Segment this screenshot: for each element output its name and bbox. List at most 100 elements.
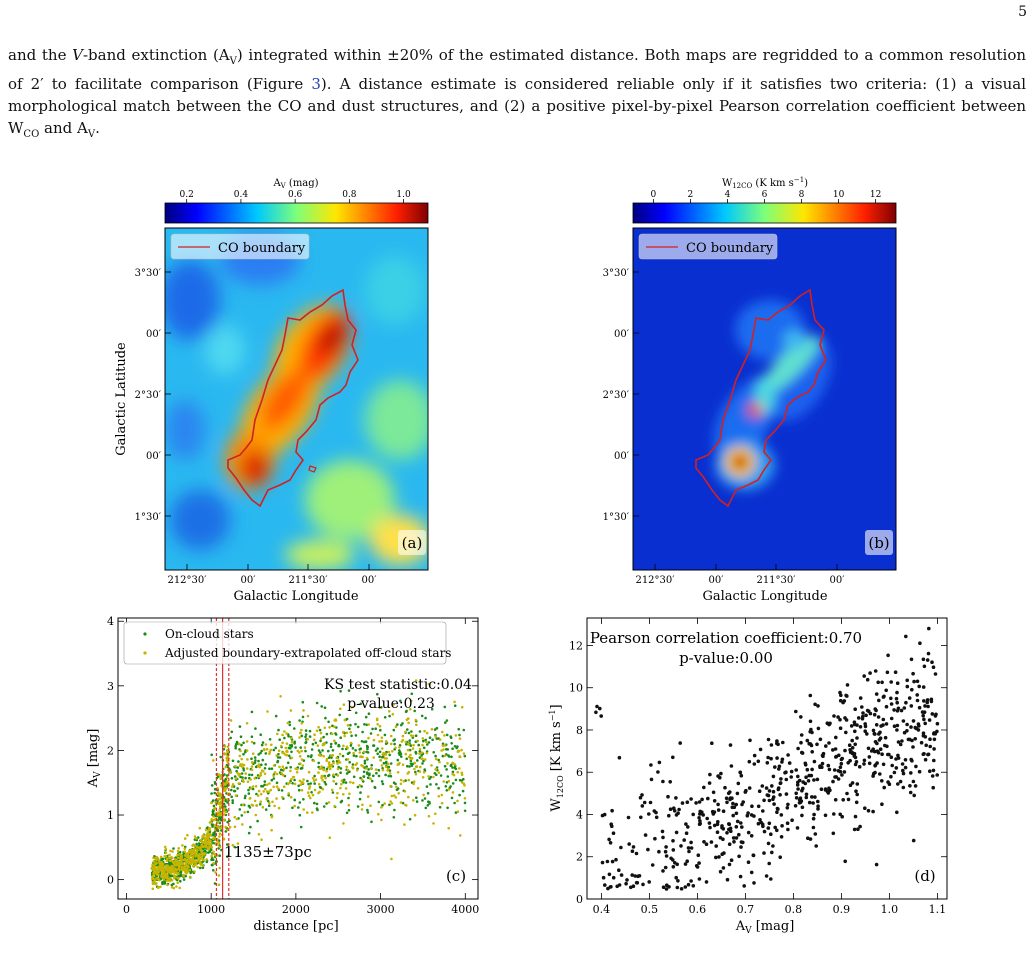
colorbar-b-tick: 2 xyxy=(688,190,694,200)
scatter-point xyxy=(217,798,220,801)
scatter-point xyxy=(237,782,240,785)
scatter-point xyxy=(896,753,900,758)
scatter-point xyxy=(151,877,154,880)
scatter-point xyxy=(187,856,191,859)
scatter-point xyxy=(224,752,227,756)
scatter-point xyxy=(369,732,373,735)
scatter-point xyxy=(311,742,315,746)
scatter-point xyxy=(724,796,729,800)
scatter-point xyxy=(769,756,773,761)
scatter-point xyxy=(902,730,907,735)
scatter-point xyxy=(349,741,353,745)
scatter-point xyxy=(399,801,403,804)
scatter-point xyxy=(243,796,247,800)
scatter-point xyxy=(608,841,613,845)
scatter-point xyxy=(207,838,211,842)
scatter-point xyxy=(300,721,304,725)
scatter-point xyxy=(664,845,668,849)
scatter-point xyxy=(456,810,460,813)
figure-link[interactable]: 3 xyxy=(311,75,321,93)
scatter-point xyxy=(752,762,757,766)
scatter-point xyxy=(319,737,323,740)
scatter-point xyxy=(189,871,192,875)
scatter-point xyxy=(660,829,665,834)
scatter-point xyxy=(843,716,847,720)
scatter-point xyxy=(912,793,916,798)
scatter-point xyxy=(416,787,420,790)
panel-c-ytick: 1 xyxy=(107,809,114,822)
scatter-point xyxy=(272,777,276,780)
scatter-point xyxy=(359,791,362,794)
scatter-point xyxy=(895,728,899,732)
scatter-point xyxy=(289,769,292,773)
scatter-point xyxy=(422,770,426,774)
scatter-point xyxy=(246,758,249,761)
scatter-point xyxy=(928,744,932,749)
scatter-point xyxy=(460,748,463,752)
scatter-point xyxy=(273,771,277,774)
scatter-point xyxy=(356,785,360,789)
panel-label-a: (a) xyxy=(398,530,426,555)
scatter-point xyxy=(808,837,813,841)
scatter-point xyxy=(434,754,437,758)
scatter-point xyxy=(459,834,462,837)
scatter-point xyxy=(297,806,300,809)
scatter-point xyxy=(246,810,250,814)
scatter-point xyxy=(714,855,718,860)
scatter-point xyxy=(668,807,673,811)
scatter-point xyxy=(168,877,172,880)
scatter-point xyxy=(451,747,454,750)
scatter-point xyxy=(657,849,661,854)
scatter-point xyxy=(201,864,204,867)
scatter-point xyxy=(299,762,302,765)
scatter-point xyxy=(254,727,257,730)
scatter-point xyxy=(674,796,678,800)
scatter-point xyxy=(723,785,727,790)
scatter-point xyxy=(862,674,866,678)
scatter-point xyxy=(175,885,178,888)
scatter-point xyxy=(183,847,187,850)
scatter-point xyxy=(595,704,599,709)
scatter-point xyxy=(263,748,266,752)
scatter-point xyxy=(304,735,307,739)
scatter-point xyxy=(179,879,182,883)
scatter-point xyxy=(177,866,181,870)
scatter-point xyxy=(685,800,690,804)
scatter-point xyxy=(351,747,355,750)
scatter-point xyxy=(853,814,858,819)
scatter-point xyxy=(930,712,935,716)
scatter-point xyxy=(188,875,192,879)
scatter-point xyxy=(409,699,413,703)
scatter-point xyxy=(231,843,235,847)
scatter-point xyxy=(435,726,439,730)
scatter-point xyxy=(453,745,457,748)
scatter-point xyxy=(441,730,444,734)
scatter-point xyxy=(932,732,936,736)
scatter-point xyxy=(729,764,734,768)
scatter-point xyxy=(872,712,877,717)
scatter-point xyxy=(689,846,694,850)
scatter-point xyxy=(814,844,818,848)
scatter-point xyxy=(901,768,905,773)
scatter-point xyxy=(873,770,877,775)
scatter-point xyxy=(880,779,884,783)
scatter-point xyxy=(334,741,338,745)
scatter-point xyxy=(219,755,222,759)
scatter-point xyxy=(369,767,373,770)
scatter-point xyxy=(839,693,843,697)
scatter-point xyxy=(153,866,157,870)
scatter-point xyxy=(406,764,409,768)
scatter-point xyxy=(327,773,331,777)
scatter-point xyxy=(697,800,702,804)
scatter-point xyxy=(432,822,435,825)
scatter-point xyxy=(358,784,362,787)
scatter-point xyxy=(226,745,230,749)
scatter-point xyxy=(328,726,331,729)
scatter-point xyxy=(821,754,825,758)
scatter-point xyxy=(299,825,303,829)
scatter-point xyxy=(362,770,366,774)
scatter-point xyxy=(154,857,157,860)
scatter-point xyxy=(230,776,234,780)
scatter-point xyxy=(339,800,343,804)
scatter-point xyxy=(266,710,269,713)
